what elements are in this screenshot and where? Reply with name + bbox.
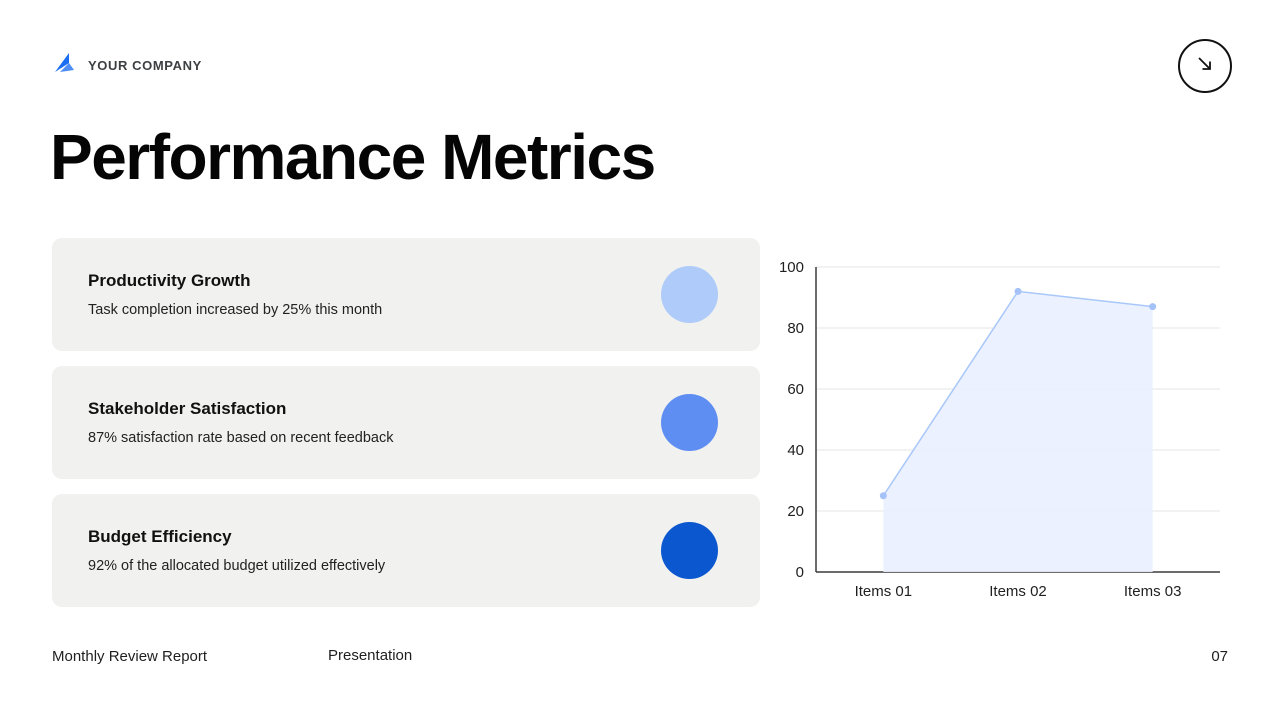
brand: YOUR COMPANY [52, 50, 202, 81]
footer-page-number: 07 [1211, 648, 1228, 665]
area-chart: 0 20 40 60 80 100 Items 01 Items 02 Items 03 [779, 259, 1220, 600]
svg-text:0: 0 [796, 564, 804, 581]
metric-description: Task completion increased by 25% this mo… [88, 302, 383, 318]
metric-text: Productivity Growth Task completion incr… [88, 271, 382, 318]
svg-text:100: 100 [779, 259, 804, 276]
metric-title: Stakeholder Satisfaction [88, 399, 287, 418]
metric-title: Productivity Growth [88, 271, 251, 290]
svg-text:20: 20 [787, 503, 804, 520]
metric-dot-icon [661, 266, 718, 323]
company-name: YOUR COMPANY [88, 58, 202, 73]
company-logo-icon [52, 50, 78, 81]
metric-text: Stakeholder Satisfaction 87% satisfactio… [88, 399, 394, 446]
svg-text:60: 60 [787, 381, 804, 398]
metric-description: 87% satisfaction rate based on recent fe… [88, 430, 394, 446]
page-title: Performance Metrics [50, 121, 656, 193]
svg-text:Items 03: Items 03 [1124, 583, 1182, 600]
metric-title: Budget Efficiency [88, 527, 232, 546]
metrics-list: Productivity Growth Task completion incr… [52, 238, 760, 622]
metric-card-satisfaction: Stakeholder Satisfaction 87% satisfactio… [52, 366, 760, 479]
metric-dot-icon [661, 522, 718, 579]
footer-doc-type: Presentation [328, 647, 413, 664]
arrow-down-right-icon [1194, 53, 1216, 80]
performance-chart: 0 20 40 60 80 100 Items 01 Items 02 Items 03 [768, 250, 1228, 605]
metric-card-productivity: Productivity Growth Task completion incr… [52, 238, 760, 351]
footer-report-name: Monthly Review Report [52, 648, 208, 665]
metric-dot-icon [661, 394, 718, 451]
svg-text:Items 02: Items 02 [989, 583, 1047, 600]
metric-text: Budget Efficiency 92% of the allocated b… [88, 527, 385, 574]
metric-card-budget: Budget Efficiency 92% of the allocated b… [52, 494, 760, 607]
next-slide-button[interactable] [1178, 39, 1232, 93]
svg-text:Items 01: Items 01 [855, 583, 913, 600]
svg-text:80: 80 [787, 320, 804, 337]
metric-description: 92% of the allocated budget utilized eff… [88, 558, 386, 574]
svg-text:40: 40 [787, 442, 804, 459]
